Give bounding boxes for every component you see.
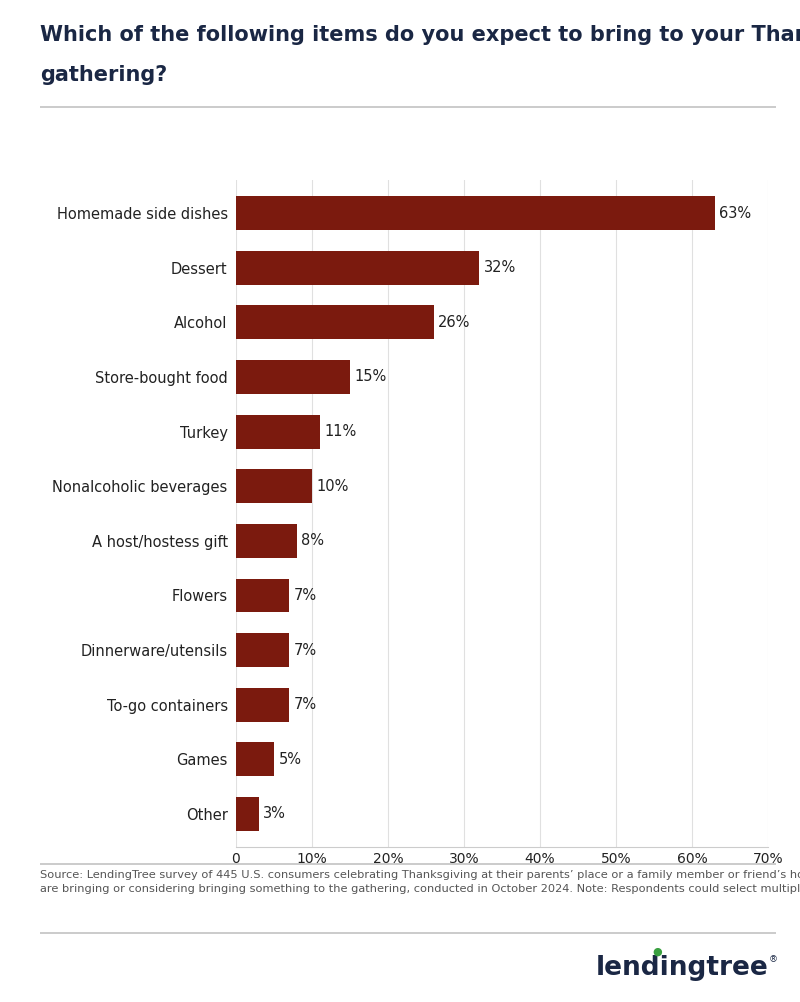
Text: lendingtree: lendingtree (595, 955, 768, 981)
Bar (236, 633, 290, 667)
Bar (236, 524, 297, 558)
Text: Source: LendingTree survey of 445 U.S. consumers celebrating Thanksgiving at the: Source: LendingTree survey of 445 U.S. c… (40, 870, 800, 894)
Bar (236, 469, 312, 503)
Bar (236, 687, 290, 721)
Bar (236, 797, 259, 831)
Bar (236, 415, 320, 449)
Text: 26%: 26% (438, 315, 470, 330)
Text: gathering?: gathering? (40, 65, 167, 85)
Text: 7%: 7% (294, 588, 317, 603)
Bar (236, 578, 290, 612)
Text: 15%: 15% (354, 370, 387, 385)
FancyBboxPatch shape (40, 932, 776, 934)
Text: ®: ® (769, 956, 778, 964)
Text: 8%: 8% (302, 533, 324, 548)
Text: 10%: 10% (317, 479, 349, 494)
Text: 7%: 7% (294, 642, 317, 657)
Bar (236, 742, 274, 777)
Text: 63%: 63% (719, 205, 751, 220)
Bar (236, 306, 434, 340)
Bar (236, 360, 350, 394)
Text: 3%: 3% (263, 807, 286, 822)
Bar (236, 250, 479, 285)
Text: 5%: 5% (278, 752, 302, 767)
Text: 32%: 32% (484, 261, 516, 276)
Text: 11%: 11% (324, 424, 357, 439)
FancyBboxPatch shape (40, 863, 776, 865)
FancyBboxPatch shape (40, 106, 776, 108)
Text: Which of the following items do you expect to bring to your Thanksgiving host’s: Which of the following items do you expe… (40, 25, 800, 45)
Text: 7%: 7% (294, 697, 317, 712)
Bar (236, 196, 715, 230)
Text: ●: ● (653, 947, 662, 957)
